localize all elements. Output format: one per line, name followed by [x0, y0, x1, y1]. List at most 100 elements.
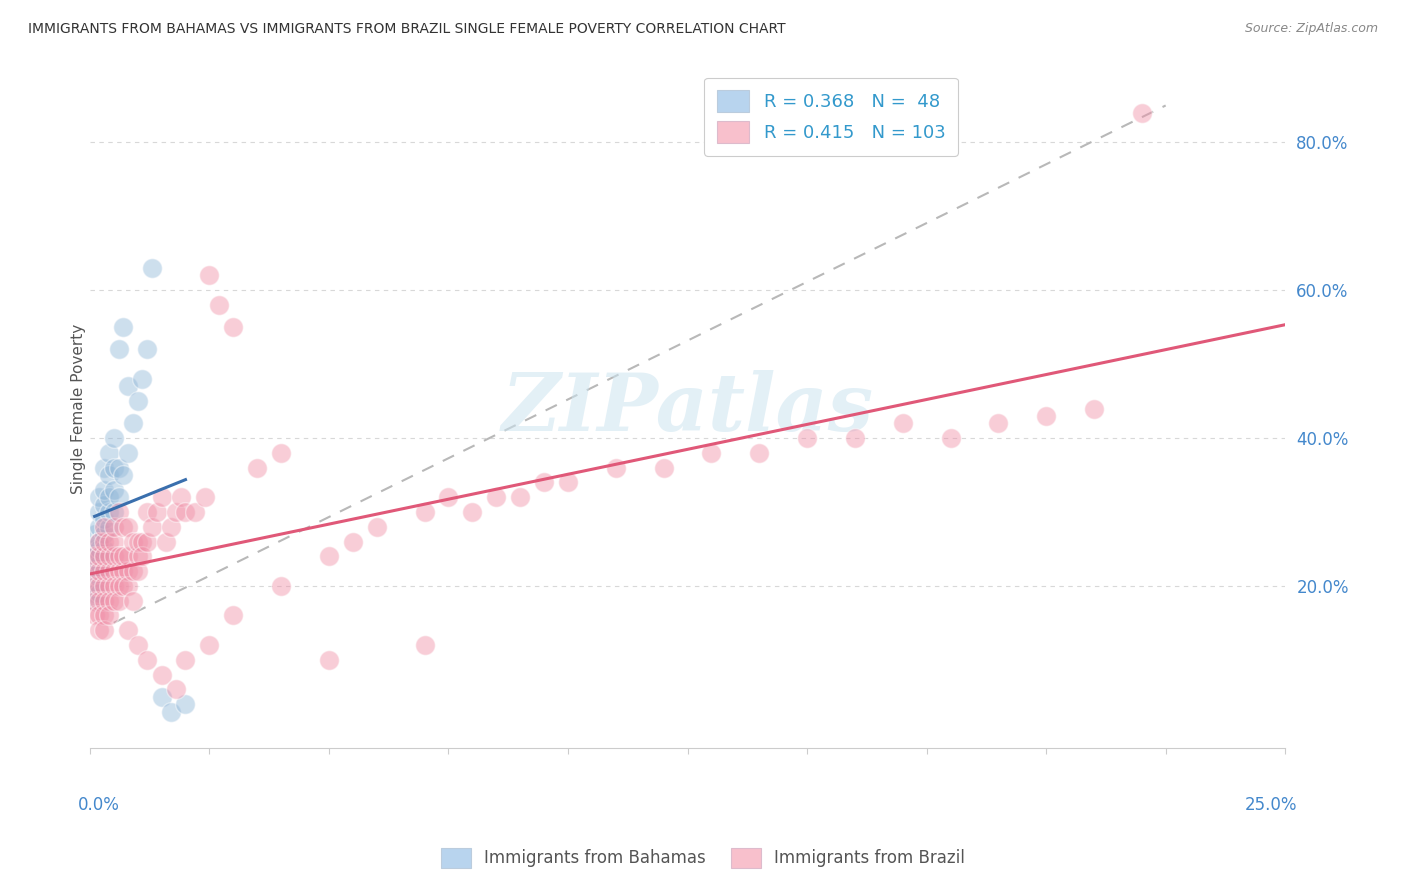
Point	[93, 624, 115, 638]
Point	[89, 624, 111, 638]
Point	[131, 534, 153, 549]
Point	[198, 638, 221, 652]
Point	[127, 534, 149, 549]
Point	[89, 520, 111, 534]
Point	[93, 579, 115, 593]
Point	[198, 268, 221, 283]
Point	[122, 534, 145, 549]
Point	[174, 505, 197, 519]
Point	[141, 520, 163, 534]
Point	[150, 490, 173, 504]
Point	[98, 534, 121, 549]
Point	[748, 446, 770, 460]
Point	[83, 608, 105, 623]
Point	[93, 460, 115, 475]
Point	[107, 593, 129, 607]
Point	[136, 534, 159, 549]
Point	[270, 579, 292, 593]
Point	[89, 564, 111, 578]
Point	[127, 549, 149, 564]
Point	[89, 557, 111, 571]
Point	[103, 431, 125, 445]
Legend: R = 0.368   N =  48, R = 0.415   N = 103: R = 0.368 N = 48, R = 0.415 N = 103	[704, 78, 957, 156]
Point	[117, 579, 139, 593]
Point	[131, 372, 153, 386]
Point	[146, 505, 169, 519]
Point	[103, 534, 125, 549]
Point	[413, 505, 436, 519]
Point	[93, 527, 115, 541]
Point	[93, 564, 115, 578]
Point	[208, 298, 231, 312]
Point	[318, 549, 340, 564]
Point	[98, 564, 121, 578]
Point	[117, 379, 139, 393]
Point	[89, 593, 111, 607]
Point	[107, 490, 129, 504]
Point	[89, 534, 111, 549]
Point	[136, 653, 159, 667]
Point	[89, 541, 111, 556]
Point	[987, 417, 1010, 431]
Point	[194, 490, 217, 504]
Point	[122, 593, 145, 607]
Point	[107, 564, 129, 578]
Point	[1130, 106, 1153, 120]
Point	[93, 549, 115, 564]
Point	[98, 520, 121, 534]
Point	[103, 579, 125, 593]
Point	[83, 549, 105, 564]
Point	[533, 475, 555, 490]
Point	[98, 549, 121, 564]
Point	[112, 579, 135, 593]
Point	[89, 490, 111, 504]
Point	[93, 498, 115, 512]
Point	[93, 483, 115, 497]
Point	[150, 667, 173, 681]
Point	[557, 475, 579, 490]
Point	[122, 564, 145, 578]
Point	[160, 520, 183, 534]
Point	[136, 505, 159, 519]
Point	[83, 579, 105, 593]
Point	[83, 579, 105, 593]
Point	[127, 394, 149, 409]
Point	[83, 564, 105, 578]
Point	[366, 520, 388, 534]
Point	[170, 490, 193, 504]
Point	[174, 697, 197, 711]
Point	[89, 549, 111, 564]
Y-axis label: Single Female Poverty: Single Female Poverty	[72, 324, 86, 493]
Point	[112, 564, 135, 578]
Point	[103, 483, 125, 497]
Point	[605, 460, 627, 475]
Point	[98, 468, 121, 483]
Point	[165, 505, 187, 519]
Point	[93, 534, 115, 549]
Point	[89, 505, 111, 519]
Point	[83, 593, 105, 607]
Text: 0.0%: 0.0%	[77, 796, 120, 814]
Text: IMMIGRANTS FROM BAHAMAS VS IMMIGRANTS FROM BRAZIL SINGLE FEMALE POVERTY CORRELAT: IMMIGRANTS FROM BAHAMAS VS IMMIGRANTS FR…	[28, 22, 786, 37]
Point	[89, 608, 111, 623]
Point	[939, 431, 962, 445]
Point	[174, 653, 197, 667]
Point	[141, 261, 163, 276]
Point	[98, 505, 121, 519]
Point	[131, 549, 153, 564]
Text: Source: ZipAtlas.com: Source: ZipAtlas.com	[1244, 22, 1378, 36]
Point	[112, 520, 135, 534]
Point	[89, 572, 111, 586]
Point	[98, 608, 121, 623]
Point	[117, 520, 139, 534]
Point	[165, 682, 187, 697]
Point	[117, 564, 139, 578]
Point	[83, 557, 105, 571]
Point	[98, 593, 121, 607]
Point	[103, 549, 125, 564]
Point	[112, 468, 135, 483]
Point	[98, 579, 121, 593]
Point	[1083, 401, 1105, 416]
Point	[184, 505, 207, 519]
Point	[127, 638, 149, 652]
